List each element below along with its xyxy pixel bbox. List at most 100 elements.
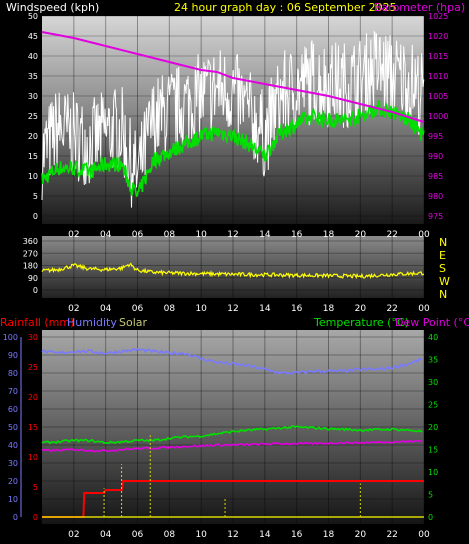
baro-y-tick-label: 1010 <box>428 72 448 81</box>
x-tick-label: 16 <box>291 530 303 540</box>
x-tick-label: 18 <box>323 530 335 540</box>
x-tick-label: 00 <box>418 530 430 540</box>
baro-y-tick-label: 1020 <box>428 32 448 41</box>
compass-label: W <box>439 275 450 288</box>
x-tick-label: 20 <box>355 530 367 540</box>
rain-y-tick-label: 20 <box>28 393 38 402</box>
x-tick-label: 02 <box>68 530 79 540</box>
temperature-label: Temperature (°C) <box>313 316 409 329</box>
x-tick-label: 12 <box>227 304 238 314</box>
x-tick-label: 12 <box>227 530 238 540</box>
humidity-y-tick-label: 10 <box>8 495 18 504</box>
x-tick-label: 02 <box>68 230 79 240</box>
humidity-y-tick-label: 20 <box>8 477 18 486</box>
rain-y-tick-label: 10 <box>28 453 38 462</box>
x-tick-label: 10 <box>195 304 207 314</box>
wind-y-tick-label: 10 <box>28 172 38 181</box>
baro-y-tick-label: 1005 <box>428 92 448 101</box>
x-tick-label: 20 <box>355 304 367 314</box>
x-tick-label: 06 <box>132 230 144 240</box>
barometer-axis-title: Barometer (hpa) <box>374 1 465 14</box>
x-tick-label: 12 <box>227 230 238 240</box>
x-tick-label: 16 <box>291 230 303 240</box>
x-tick-label: 22 <box>386 530 397 540</box>
x-tick-label: 18 <box>323 230 335 240</box>
wind-y-tick-label: 25 <box>28 112 38 121</box>
humidity-y-tick-label: 40 <box>8 441 18 450</box>
x-tick-label: 20 <box>355 230 367 240</box>
temperature-line <box>41 425 423 445</box>
humidity-line <box>41 347 423 375</box>
direction-y-tick-label: 0 <box>33 286 38 295</box>
dewpoint-line <box>41 439 423 453</box>
wind-gust-line <box>41 30 425 208</box>
wind-axis-title: Windspeed (kph) <box>6 1 99 14</box>
wind-y-tick-label: 20 <box>28 132 38 141</box>
rain-y-tick-label: 30 <box>28 333 38 342</box>
baro-y-tick-label: 1025 <box>428 12 448 21</box>
wind-avg-line <box>41 100 425 198</box>
x-tick-label: 00 <box>418 304 430 314</box>
wind-y-tick-label: 40 <box>28 52 38 61</box>
x-tick-label: 08 <box>164 304 176 314</box>
temp-y-tick-label: 30 <box>428 378 438 387</box>
compass-label: S <box>439 262 446 275</box>
x-tick-label: 06 <box>132 530 144 540</box>
x-tick-label: 06 <box>132 304 144 314</box>
baro-y-tick-label: 975 <box>428 212 443 221</box>
x-tick-label: 22 <box>386 304 397 314</box>
temp-y-tick-label: 25 <box>428 401 438 410</box>
wind-y-tick-label: 5 <box>33 192 38 201</box>
temp-y-tick-label: 10 <box>428 468 438 477</box>
wind-y-tick-label: 45 <box>28 32 38 41</box>
rain-y-tick-label: 15 <box>28 423 38 432</box>
wind-y-tick-label: 15 <box>28 152 38 161</box>
rainfall-line <box>42 480 424 518</box>
x-tick-label: 08 <box>164 530 176 540</box>
baro-y-tick-label: 980 <box>428 192 443 201</box>
compass-label: E <box>439 249 446 262</box>
humidity-y-tick-label: 80 <box>8 369 18 378</box>
compass-label: N <box>439 236 447 249</box>
baro-y-tick-label: 1015 <box>428 52 448 61</box>
humidity-y-tick-label: 50 <box>8 423 18 432</box>
baro-y-tick-label: 990 <box>428 152 443 161</box>
rainfall-label: Rainfall (mm) <box>0 316 74 329</box>
humidity-y-tick-label: 70 <box>8 387 18 396</box>
direction-y-tick-label: 270 <box>23 249 38 258</box>
humidity-y-tick-label: 0 <box>13 513 18 522</box>
solar-label: Solar <box>119 316 148 329</box>
x-tick-label: 16 <box>291 304 303 314</box>
temp-y-tick-label: 0 <box>428 513 433 522</box>
graph-date-title: 24 hour graph day : 06 September 2025 <box>174 1 397 14</box>
temp-y-tick-label: 5 <box>428 491 433 500</box>
compass-label: N <box>439 288 447 301</box>
direction-y-tick-label: 360 <box>23 237 38 246</box>
baro-y-tick-label: 995 <box>428 132 443 141</box>
rain-y-tick-label: 25 <box>28 363 38 372</box>
wind-direction-line <box>41 262 425 280</box>
x-tick-label: 02 <box>68 304 79 314</box>
barometer-line <box>41 31 425 123</box>
direction-panel-bg <box>42 236 424 298</box>
x-tick-label: 18 <box>323 304 335 314</box>
x-tick-label: 04 <box>100 230 112 240</box>
direction-y-tick-label: 180 <box>23 262 38 271</box>
x-tick-label: 10 <box>195 230 207 240</box>
humidity-y-tick-label: 90 <box>8 351 18 360</box>
x-tick-label: 04 <box>100 530 112 540</box>
humidity-y-tick-label: 30 <box>8 459 18 468</box>
x-tick-label: 14 <box>259 230 271 240</box>
baro-y-tick-label: 985 <box>428 172 443 181</box>
humidity-y-tick-label: 100 <box>3 333 18 342</box>
rain-y-tick-label: 5 <box>33 483 38 492</box>
temp-y-tick-label: 15 <box>428 446 438 455</box>
x-tick-label: 14 <box>259 304 271 314</box>
direction-y-tick-label: 90 <box>28 274 38 283</box>
wind-y-tick-label: 0 <box>33 212 38 221</box>
temp-y-tick-label: 40 <box>428 333 438 342</box>
wind-y-tick-label: 30 <box>28 92 38 101</box>
rain-y-tick-label: 0 <box>33 513 38 522</box>
dewpoint-label: Dew Point (°C) <box>395 316 469 329</box>
